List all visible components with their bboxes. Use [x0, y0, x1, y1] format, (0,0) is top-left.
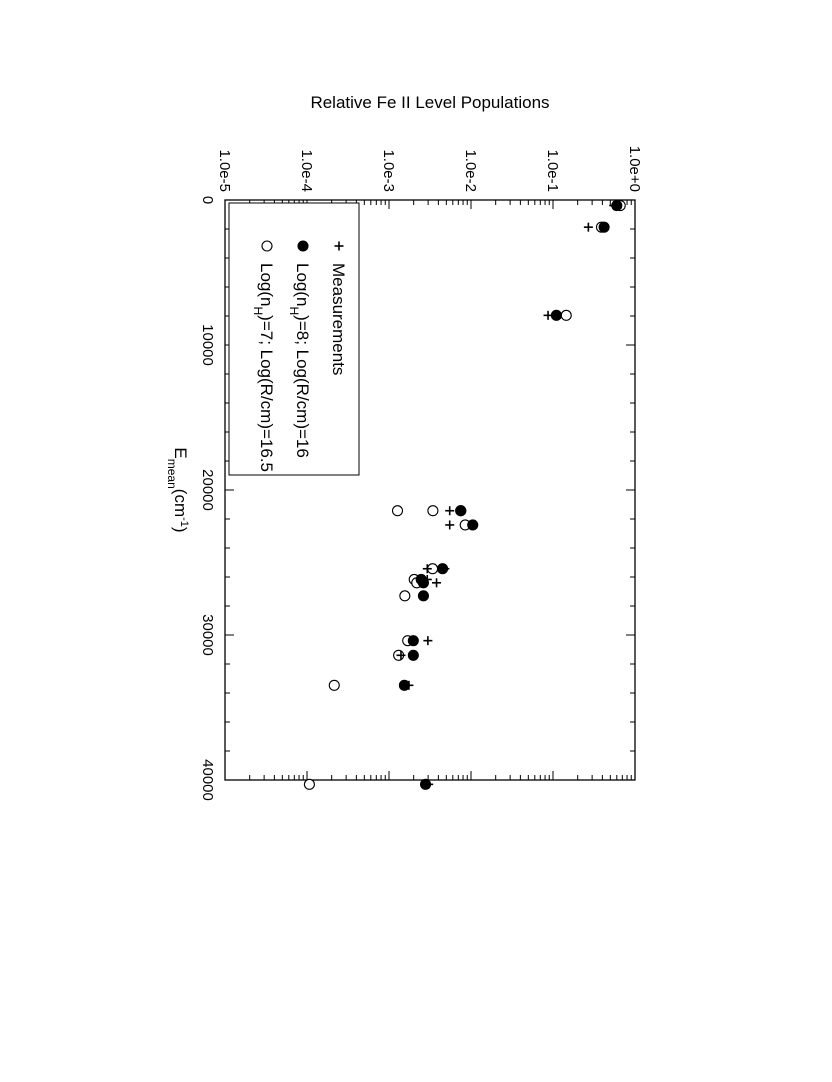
legend-measurements-marker: [334, 241, 344, 251]
x-tick-label: 20000: [199, 469, 216, 511]
measurement-point: [543, 310, 553, 320]
legend-model-nh7-marker: [261, 240, 273, 252]
measurement-point: [445, 520, 455, 530]
x-tick-label: 40000: [199, 759, 216, 801]
legend-box: [228, 202, 360, 476]
model-nh7-point: [399, 590, 411, 602]
measurement-point: [611, 201, 621, 211]
x-tick-label: 0: [199, 196, 216, 204]
model-nh8-point: [417, 577, 429, 589]
axis-tick-labels: 0 10000 20000 30000 40000 1.0e+0 1.0e-1 1.0e-2 1…: [199, 146, 643, 801]
model-nh8-point: [407, 635, 419, 647]
measurement-point: [445, 506, 455, 516]
y-tick-label: 1.0e-1: [544, 149, 561, 192]
model-nh7-point: [303, 778, 315, 790]
model-nh7-point: [427, 505, 439, 517]
data-points: [303, 200, 626, 790]
measurement-point: [423, 636, 433, 646]
legend-model-nh7: Log(nH)=7; Log(R/cm)=16.5: [251, 263, 276, 472]
legend-model-nh8-marker: [297, 240, 309, 252]
x-tick-label: 10000: [199, 324, 216, 366]
model-nh7-point: [391, 505, 404, 517]
measurement-point: [424, 779, 434, 789]
measurement-point: [583, 222, 593, 232]
model-nh7-point: [560, 309, 572, 321]
measurement-point: [422, 574, 432, 584]
y-tick-label: 1.0e+0: [626, 146, 643, 192]
model-nh8-point: [598, 221, 610, 233]
y-tick-label: 1.0e-3: [380, 149, 397, 192]
measurement-point: [440, 564, 450, 574]
legend-measurements: Measurements: [329, 263, 348, 375]
model-nh8-point: [455, 505, 467, 517]
x-tick-label: 30000: [199, 614, 216, 656]
model-nh8-point: [467, 519, 479, 531]
y-tick-label: 1.0e-5: [216, 149, 233, 192]
measurement-point: [396, 650, 406, 660]
legend-model-nh8: Log(nH)=8; Log(R/cm)=16: [287, 263, 312, 458]
model-nh8-point: [550, 309, 562, 321]
measurement-point: [432, 578, 442, 588]
measurement-point: [418, 591, 428, 601]
measurement-point: [422, 564, 432, 574]
legend: Measurements Log(nH)=8; Log(R/cm)=16 Log(n…: [228, 202, 360, 476]
y-tick-label: 1.0e-2: [462, 149, 479, 192]
model-nh7-point: [328, 679, 340, 691]
model-nh8-point: [407, 649, 419, 661]
measurement-point: [404, 680, 414, 690]
x-axis-label: Emean(cm-1): [165, 447, 190, 532]
y-tick-label: 1.0e-4: [298, 149, 315, 192]
y-axis-label: Relative Fe II Level Populations: [310, 93, 549, 112]
